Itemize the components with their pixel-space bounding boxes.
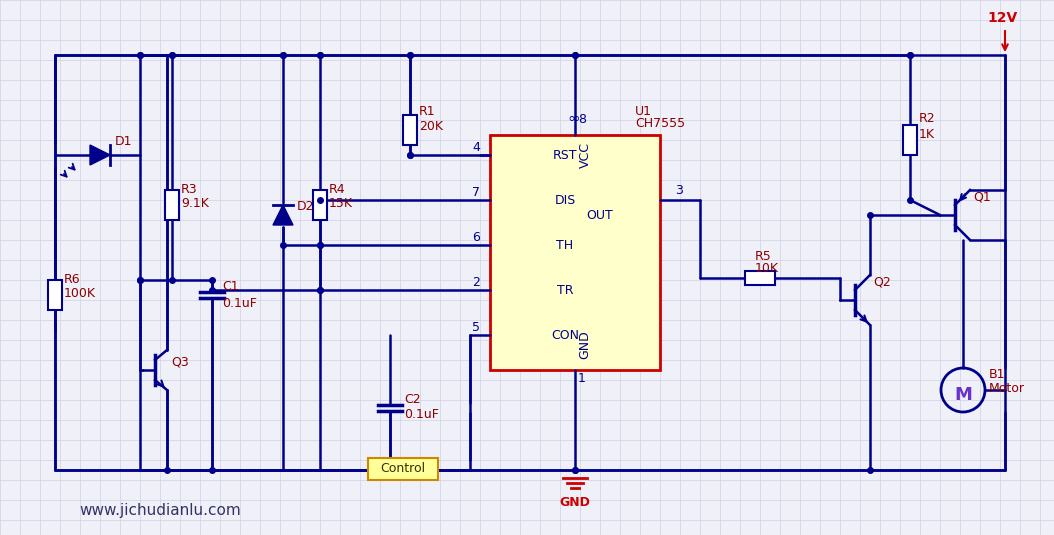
Text: 15K: 15K: [329, 197, 353, 210]
Text: TH: TH: [557, 239, 573, 251]
Bar: [313, 190, 327, 220]
Text: CON: CON: [551, 328, 579, 341]
Text: 0.1uF: 0.1uF: [404, 408, 438, 421]
Text: R3: R3: [181, 183, 198, 196]
Text: Motor: Motor: [989, 382, 1024, 395]
Text: Q1: Q1: [973, 190, 991, 203]
Text: 10K: 10K: [755, 262, 779, 275]
Text: 1: 1: [578, 372, 586, 385]
Text: 3: 3: [675, 184, 683, 197]
Bar: [165, 190, 179, 220]
Text: C1: C1: [222, 280, 238, 293]
Bar: [745, 271, 775, 285]
Text: 6: 6: [472, 231, 480, 244]
Text: GND: GND: [579, 331, 591, 360]
Text: 100K: 100K: [64, 287, 96, 300]
Text: OUT: OUT: [587, 209, 613, 221]
Text: D2: D2: [297, 200, 314, 213]
Polygon shape: [90, 145, 110, 165]
Text: CH7555: CH7555: [635, 117, 685, 130]
Text: ∞: ∞: [567, 111, 580, 126]
Text: Control: Control: [380, 462, 426, 476]
Text: DIS: DIS: [554, 194, 575, 207]
Text: R1: R1: [419, 105, 435, 118]
Text: 2: 2: [472, 276, 480, 289]
Text: M: M: [954, 386, 972, 404]
Polygon shape: [273, 205, 293, 225]
Text: U1: U1: [635, 105, 652, 118]
Text: 8: 8: [578, 113, 586, 126]
Text: B1: B1: [989, 368, 1006, 381]
Text: TR: TR: [557, 284, 573, 296]
Text: 20K: 20K: [419, 120, 443, 133]
Text: 电子懒人: 电子懒人: [490, 291, 564, 319]
Bar: [48, 280, 62, 310]
Text: GND: GND: [560, 495, 590, 508]
Bar: [403, 115, 417, 145]
Text: VCC: VCC: [579, 142, 591, 168]
Text: R2: R2: [919, 112, 936, 125]
Text: 12V: 12V: [988, 11, 1018, 25]
Text: C2: C2: [404, 393, 421, 406]
Text: 0.1uF: 0.1uF: [222, 297, 257, 310]
Text: 1K: 1K: [919, 128, 935, 141]
Bar: [903, 125, 917, 155]
Text: 4: 4: [472, 141, 480, 154]
Text: R5: R5: [755, 250, 772, 263]
Bar: [490, 135, 660, 370]
Text: Q2: Q2: [873, 275, 891, 288]
Text: 9.1K: 9.1K: [181, 197, 209, 210]
Text: R4: R4: [329, 183, 346, 196]
Text: R6: R6: [64, 273, 80, 286]
Text: 7: 7: [472, 186, 480, 199]
Bar: [368, 458, 438, 480]
Text: Q3: Q3: [171, 355, 189, 368]
Text: RST: RST: [552, 149, 578, 162]
Text: D1: D1: [115, 135, 133, 148]
Text: 5: 5: [472, 321, 480, 334]
Text: www.jichudianlu.com: www.jichudianlu.com: [79, 502, 241, 517]
